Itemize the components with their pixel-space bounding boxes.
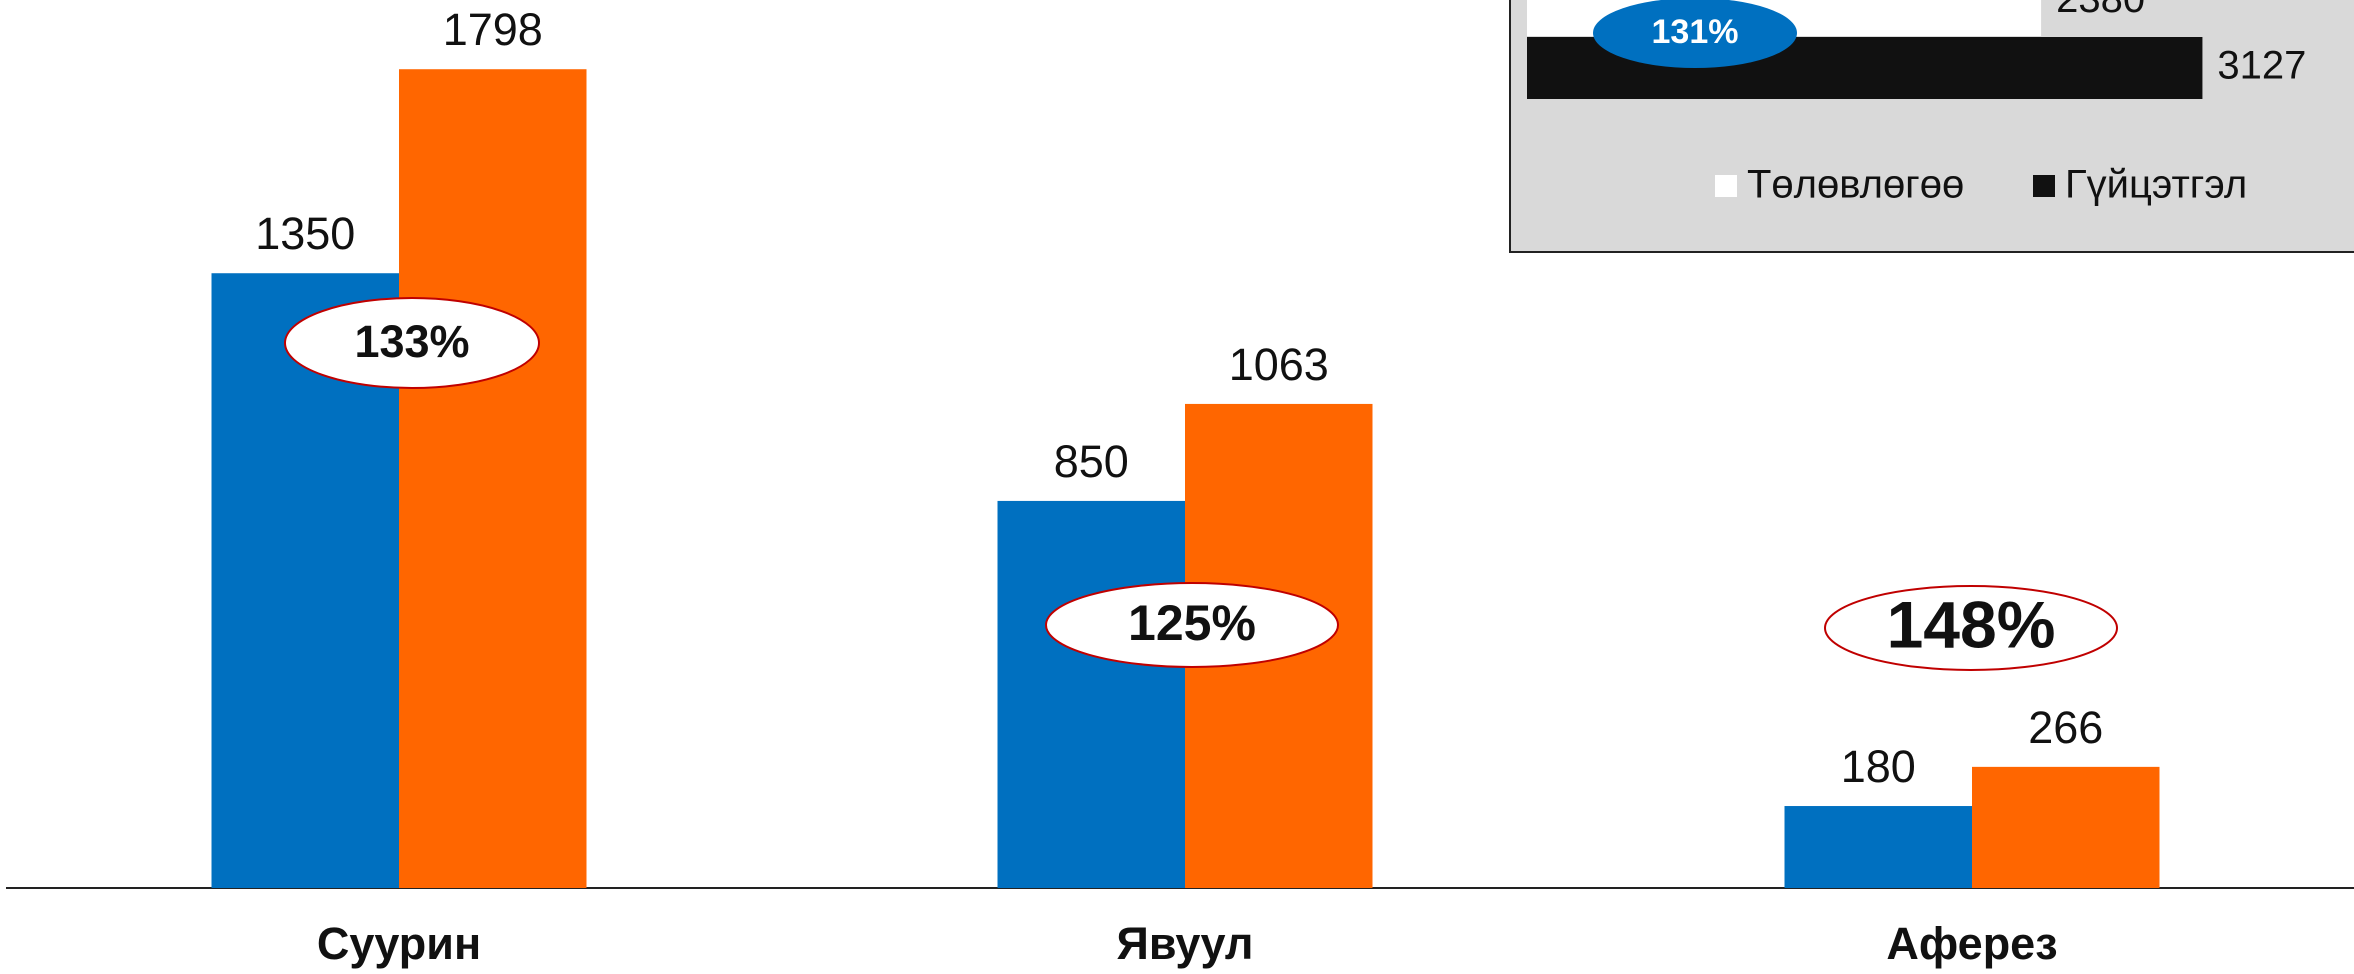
annotation-bubble: [1593, 0, 1797, 68]
legend-swatch: [2033, 175, 2055, 197]
data-label: 1798: [443, 4, 543, 55]
legend-swatch: [1715, 175, 1737, 197]
data-label: 3127: [2217, 44, 2306, 88]
legend-label: Төлөвлөгөө: [1747, 163, 1964, 207]
data-label: 1063: [1229, 339, 1329, 390]
x-tick-label: Аферез: [1886, 918, 2057, 969]
bar: [399, 69, 587, 889]
bar: [997, 500, 1185, 888]
data-label: 850: [1054, 436, 1129, 487]
x-tick-label: Явуул: [1117, 918, 1254, 969]
data-label: 2380: [2056, 0, 2145, 21]
annotation: 125%: [1128, 595, 1256, 651]
bar: [1972, 766, 2160, 888]
annotation: 131%: [1652, 13, 1739, 51]
annotation-bubble: [1824, 585, 2118, 671]
legend-label: Гүйцэтгэл: [2065, 163, 2247, 207]
bar: [1784, 806, 1972, 888]
annotation: 133%: [354, 316, 469, 367]
data-label: 266: [2028, 702, 2103, 753]
data-label: 1350: [255, 208, 355, 259]
annotation-bubble: [1045, 582, 1339, 668]
data-label: 180: [1841, 741, 1916, 792]
x-tick-label: Суурин: [317, 918, 481, 969]
annotation-bubble: [284, 297, 540, 389]
annotation: 148%: [1887, 587, 2056, 661]
